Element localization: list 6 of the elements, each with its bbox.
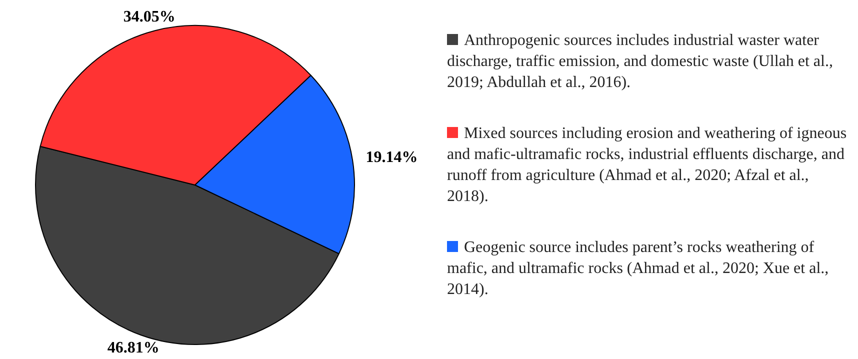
data-label: 19.14% xyxy=(366,149,418,166)
data-label: 46.81% xyxy=(107,339,160,356)
legend-label: Anthropogenic sources includes industrial waster water discharge, traffic emission, and domestic waste (Ullah et al., 2019; Abdullah et al., 2016). xyxy=(447,31,834,93)
data-label: 34.05% xyxy=(123,8,176,26)
legend-label: Geogenic source includes parent’s rocks weathering of mafic, and ultramafic rocks (Ahmad et al., 2020; Xue et al., 2014). xyxy=(447,238,830,300)
legend-label: Mixed sources including erosion and weathering of igneous and mafic-ultramafic rocks, industrial effluents discharge, and runoff from agriculture (Ahmad et al., 2020; Afzal et al., 2018). xyxy=(447,124,848,207)
